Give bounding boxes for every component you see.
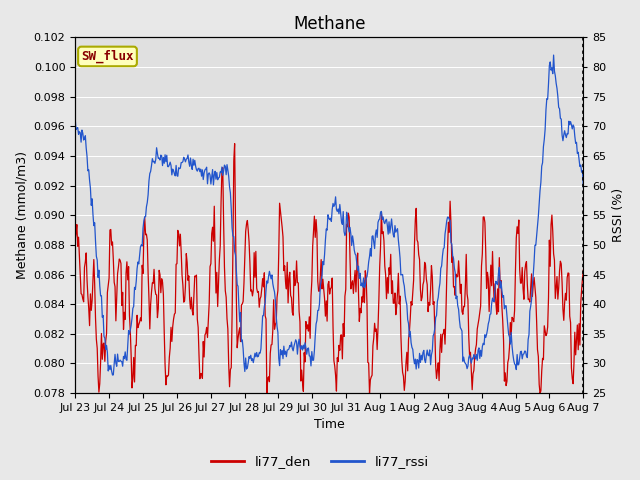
Text: SW_flux: SW_flux (81, 50, 134, 63)
X-axis label: Time: Time (314, 419, 344, 432)
Y-axis label: Methane (mmol/m3): Methane (mmol/m3) (15, 151, 28, 279)
Y-axis label: RSSI (%): RSSI (%) (612, 188, 625, 242)
Title: Methane: Methane (293, 15, 365, 33)
Legend: li77_den, li77_rssi: li77_den, li77_rssi (206, 450, 434, 473)
